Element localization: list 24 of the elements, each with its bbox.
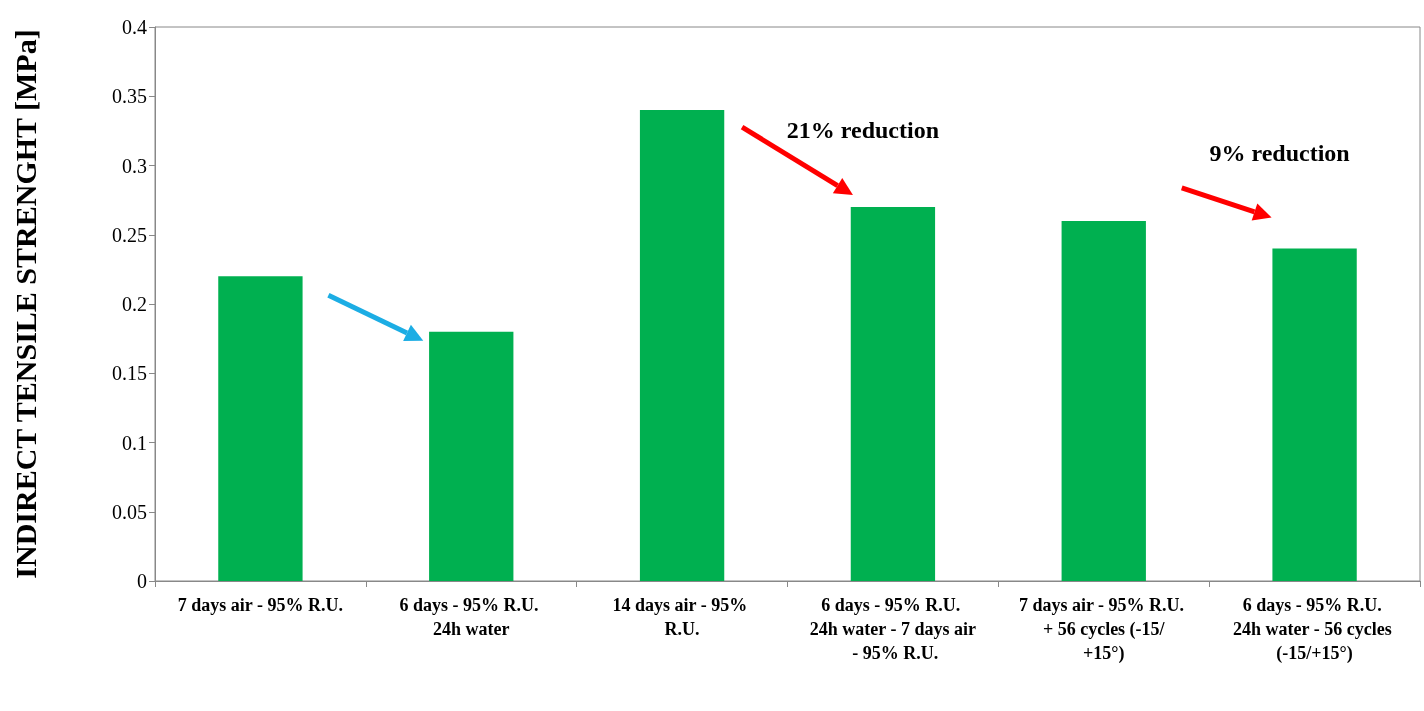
bar bbox=[850, 207, 936, 581]
y-axis-title: INDIRECT TENSILE STRENGHT [MPa] bbox=[8, 29, 42, 579]
annotation: 21% reduction bbox=[786, 117, 940, 144]
bar bbox=[639, 110, 725, 581]
y-tick-label: 0.1 bbox=[122, 431, 147, 454]
y-tick-label: 0.05 bbox=[112, 500, 147, 523]
bar bbox=[1061, 220, 1146, 581]
annotation: 9% reduction bbox=[1209, 139, 1350, 166]
bar bbox=[218, 276, 303, 581]
y-tick-label: 0.4 bbox=[122, 16, 147, 38]
x-tick-label: 7 days air - 95% R.U. bbox=[177, 595, 344, 615]
y-tick-label: 0.15 bbox=[112, 362, 147, 385]
y-tick-label: 0.25 bbox=[112, 223, 147, 246]
bar bbox=[1272, 248, 1357, 581]
x-tick-label: 6 days - 95% R.U. 24h water - 56 cycles (-15/+15°) bbox=[1233, 595, 1397, 664]
y-tick-label: 0.3 bbox=[122, 154, 147, 177]
x-tick-label: 6 days - 95% R.U. 24h water - 7 days air - 95% R.U. bbox=[809, 595, 976, 663]
y-tick-label: 0 bbox=[137, 570, 147, 592]
bar bbox=[429, 331, 514, 581]
y-tick-label: 0.35 bbox=[112, 85, 147, 108]
x-tick-label: 7 days air - 95% R.U. + 56 cycles (-15/+15°) bbox=[1018, 595, 1189, 664]
x-tick-label: 14 days air - 95% R.U. bbox=[612, 595, 752, 639]
y-tick-label: 0.2 bbox=[122, 293, 147, 315]
x-tick-label: 6 days - 95% R.U. 24h water bbox=[399, 595, 544, 639]
